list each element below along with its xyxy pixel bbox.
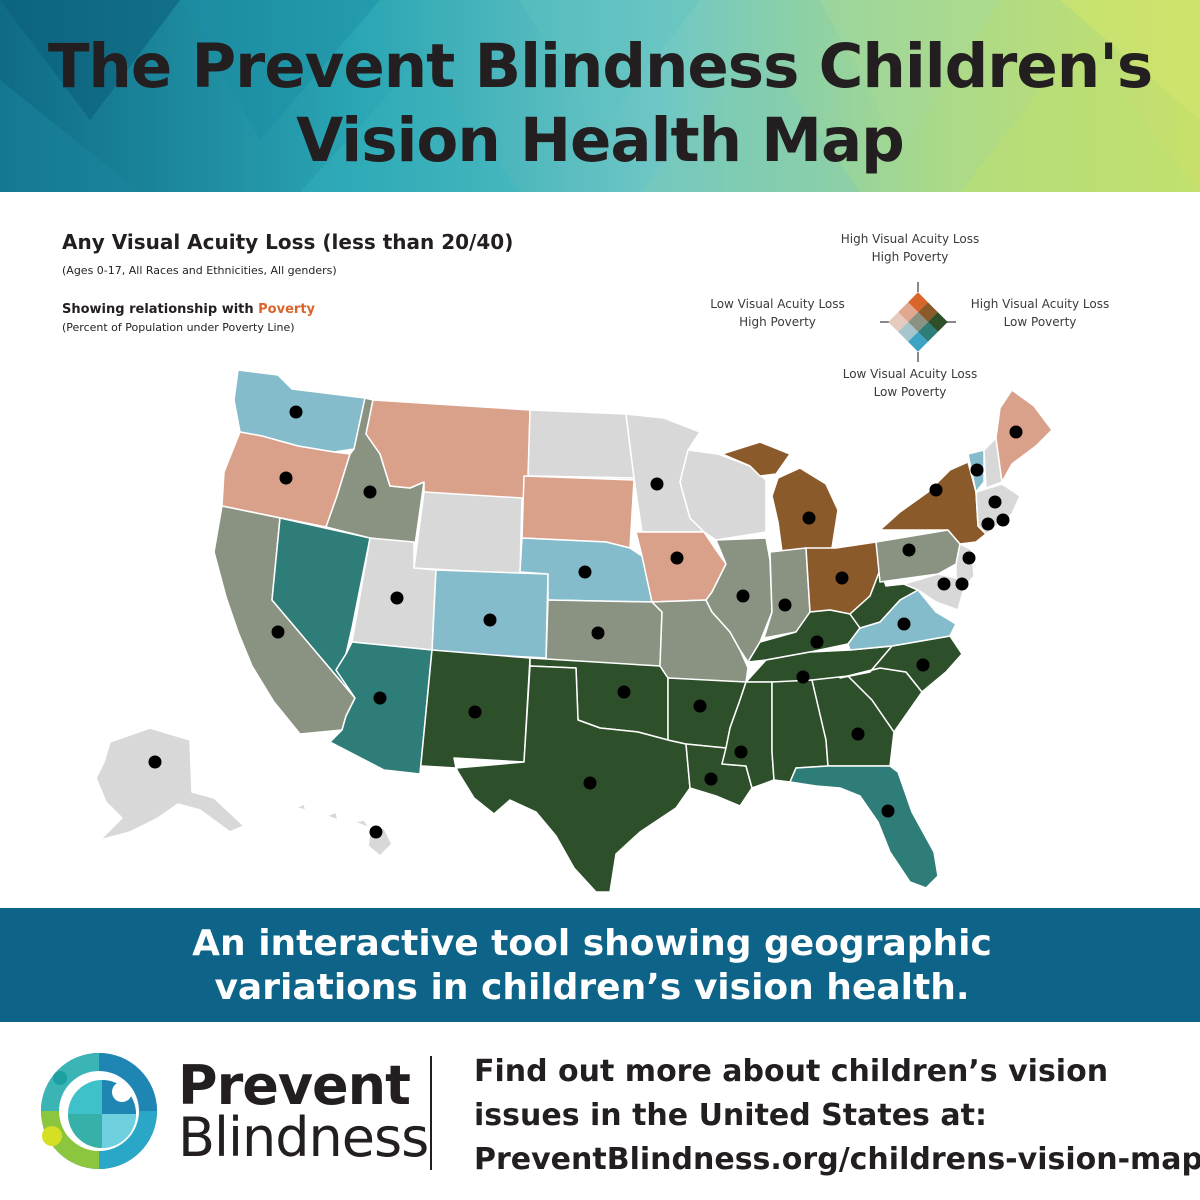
dot-icon[interactable] <box>937 577 951 591</box>
dot-icon[interactable] <box>851 727 865 741</box>
dot-icon[interactable] <box>796 670 810 684</box>
legend-right-line-1: High Visual Acuity Loss <box>970 297 1110 311</box>
relationship-highlight: Poverty <box>258 302 316 317</box>
legend-top-line-1: High Visual Acuity Loss <box>840 232 980 246</box>
dot-icon[interactable] <box>693 699 707 713</box>
cta-line-2: issues in the United States at: <box>474 1098 987 1133</box>
dot-icon[interactable] <box>271 625 285 639</box>
map-section: Any Visual Acuity Loss (less than 20/40)… <box>0 192 1200 908</box>
dot-icon[interactable] <box>468 705 482 719</box>
call-to-action: Find out more about children’s vision is… <box>474 1050 1200 1182</box>
dot-icon[interactable] <box>929 483 943 497</box>
cta-url-link[interactable]: PreventBlindness.org/childrens-vision-ma… <box>474 1142 1200 1177</box>
dot-icon[interactable] <box>591 626 605 640</box>
legend-label-right: High Visual Acuity Loss Low Poverty <box>955 295 1125 331</box>
tagline-line-2: variations in children’s vision health. <box>214 967 970 1008</box>
logo-wordmark[interactable]: Prevent Blindness <box>178 1054 429 1169</box>
dot-icon[interactable] <box>483 613 497 627</box>
dot-icon[interactable] <box>704 772 718 786</box>
state-tx[interactable] <box>455 665 691 893</box>
legend-right-line-2: Low Poverty <box>1003 315 1077 329</box>
dot-icon[interactable] <box>881 804 895 818</box>
state-sd-fill <box>521 475 635 549</box>
legend-label-bottom: Low Visual Acuity Loss Low Poverty <box>820 365 1000 401</box>
dot-icon[interactable] <box>835 571 849 585</box>
dot-icon[interactable] <box>617 685 631 699</box>
map-title: Any Visual Acuity Loss (less than 20/40) <box>62 230 514 254</box>
dot-icon[interactable] <box>902 543 916 557</box>
state-wy[interactable] <box>413 491 523 575</box>
dot-icon[interactable] <box>583 776 597 790</box>
cta-line-1: Find out more about children’s vision <box>474 1054 1109 1089</box>
dot-icon[interactable] <box>279 471 293 485</box>
tagline-line-1: An interactive tool showing geographic <box>192 923 992 964</box>
dot-icon[interactable] <box>148 755 162 769</box>
dot-icon[interactable] <box>289 405 303 419</box>
relationship-subtitle: (Percent of Population under Poverty Lin… <box>62 321 295 334</box>
state-mt[interactable] <box>365 399 531 503</box>
legend-bottom-line-2: Low Poverty <box>873 385 947 399</box>
dot-icon[interactable] <box>734 745 748 759</box>
title-line-2: Vision Health Map <box>296 105 905 176</box>
tagline-banner: An interactive tool showing geographic v… <box>0 908 1200 1022</box>
dot-icon[interactable] <box>390 591 404 605</box>
dot-icon[interactable] <box>670 551 684 565</box>
footer-divider <box>430 1056 432 1170</box>
dot-icon[interactable] <box>970 463 984 477</box>
dot-icon[interactable] <box>1009 425 1023 439</box>
map-subtitle: (Ages 0-17, All Races and Ethnicities, A… <box>62 264 337 277</box>
state-fl[interactable] <box>789 765 939 889</box>
dot-icon[interactable] <box>916 658 930 672</box>
state-ak[interactable] <box>95 727 245 841</box>
dot-icon[interactable] <box>373 691 387 705</box>
state-nd[interactable] <box>527 409 635 479</box>
state-wi[interactable] <box>679 449 767 541</box>
page-title: The Prevent Blindness Children's Vision … <box>0 30 1200 178</box>
dot-icon[interactable] <box>650 477 664 491</box>
logo-word-2: Blindness <box>178 1106 429 1169</box>
dot-icon[interactable] <box>578 565 592 579</box>
dot-icon[interactable] <box>988 495 1002 509</box>
logo-word-1: Prevent <box>178 1054 411 1117</box>
bivariate-legend-diamond <box>880 282 956 362</box>
dot-icon[interactable] <box>369 825 383 839</box>
state-ny[interactable] <box>879 461 987 545</box>
dot-icon[interactable] <box>810 635 824 649</box>
legend-top-line-2: High Poverty <box>871 250 949 264</box>
dot-icon[interactable] <box>981 517 995 531</box>
state-pa[interactable] <box>875 529 961 583</box>
dot-icon[interactable] <box>736 589 750 603</box>
state-nc[interactable] <box>839 635 963 693</box>
dot-icon[interactable] <box>996 513 1010 527</box>
legend-left-line-2: High Poverty <box>739 315 816 329</box>
relationship-title: Showing relationship with Poverty <box>62 302 315 317</box>
dot-icon[interactable] <box>962 551 976 565</box>
header-facet-background <box>0 0 1200 192</box>
eye-logo-icon[interactable] <box>38 1050 160 1172</box>
legend-left-line-1: Low Visual Acuity Loss <box>710 297 845 311</box>
marker-layer <box>148 405 1023 839</box>
dot-icon[interactable] <box>363 485 377 499</box>
state-me[interactable] <box>995 389 1053 483</box>
dot-icon[interactable] <box>802 511 816 525</box>
us-choropleth-map <box>95 369 1053 893</box>
legend-bottom-line-1: Low Visual Acuity Loss <box>842 367 978 381</box>
state-hi[interactable] <box>295 803 393 857</box>
title-line-1: The Prevent Blindness Children's <box>47 31 1153 102</box>
dot-icon[interactable] <box>897 617 911 631</box>
relationship-prefix: Showing relationship with <box>62 302 259 317</box>
dot-icon[interactable] <box>778 598 792 612</box>
legend-label-top: High Visual Acuity Loss High Poverty <box>820 230 1000 266</box>
header-banner: The Prevent Blindness Children's Vision … <box>0 0 1200 192</box>
footer: Prevent Blindness Find out more about ch… <box>0 1022 1200 1200</box>
dot-icon[interactable] <box>955 577 969 591</box>
legend-label-left: Low Visual Acuity Loss High Poverty <box>695 295 860 331</box>
